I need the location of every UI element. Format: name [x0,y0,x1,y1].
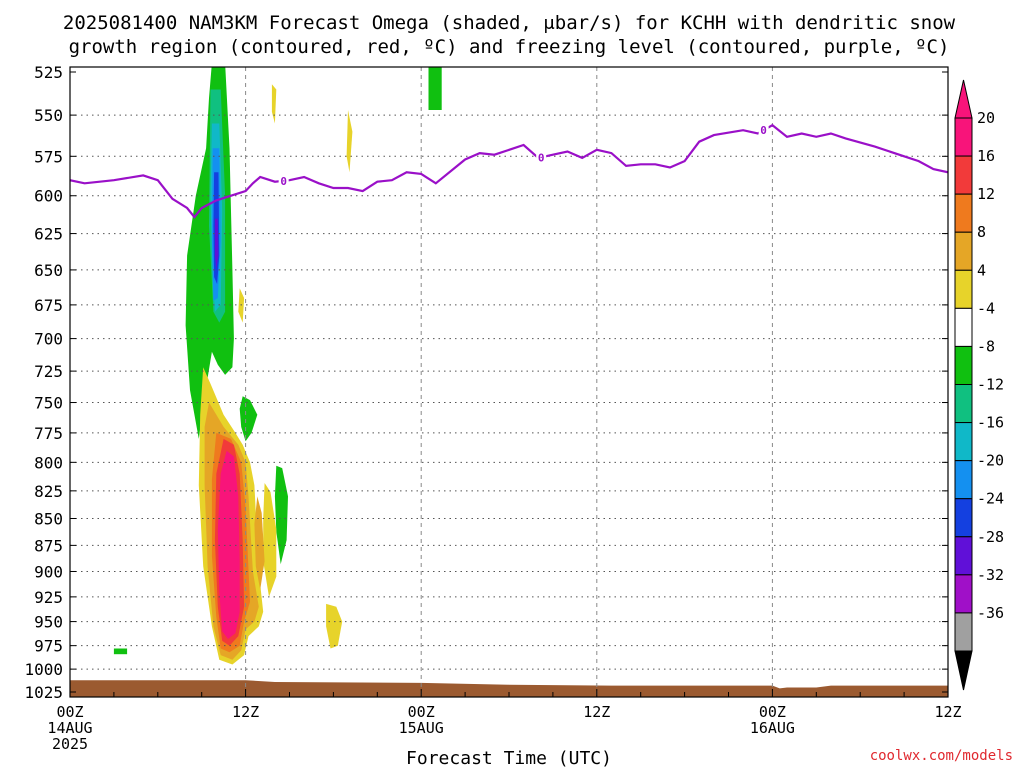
omega-region-4 [113,648,128,655]
omega-region-20 [217,450,240,639]
y-tick-label-875: 875 [34,536,63,555]
colorbar-swatch-10 [954,498,973,538]
colorbar-label-2: 12 [977,185,995,203]
x-tick-label-12-0: 12Z [232,703,259,721]
omega-region-9 [214,218,219,270]
colorbar-label-10: -24 [977,490,1004,508]
y-tick-label-925: 925 [34,588,63,607]
colorbar-swatch-3 [954,231,973,271]
colorbar-label-4: 4 [977,261,986,279]
colorbar-swatch-11 [954,536,973,576]
x-tick-label-24-0: 00Z [408,703,435,721]
freezing-label-bg [536,150,547,165]
colorbar-swatch-1 [954,155,973,195]
y-tick-label-775: 775 [34,424,63,443]
y-tick-label-725: 725 [34,362,63,381]
omega-region-13 [238,288,245,323]
omega-region-3 [274,465,288,565]
y-tick-label-575: 575 [34,147,63,166]
omega-region-17 [254,496,265,590]
colorbar-swatch-9 [954,460,973,500]
x-tick-label-48-0: 00Z [759,703,786,721]
y-tick-label-800: 800 [34,453,63,472]
y-tick-label-950: 950 [34,613,63,632]
colorbar-swatch-6 [954,345,973,385]
y-tick-label-750: 750 [34,394,63,413]
x-tick-label-60-0: 12Z [934,703,961,721]
x-tick-label-0-0: 00Z [56,703,83,721]
omega-region-15 [346,110,353,173]
x-tick-label-0-1: 14AUG [47,719,92,737]
colorbar-label-6: -8 [977,337,995,355]
colorbar: 20 16 12 8 4 -4 -8 -12 -16 -20 -24 -28 -32 -36 [954,79,1004,691]
credit-text: coolwx.com/models [870,748,1013,764]
omega-region-12 [326,603,343,649]
y-tick-label-1000: 1000 [24,660,63,679]
omega-region-1 [428,67,442,110]
colorbar-label-13: -36 [977,604,1004,622]
y-tick-label-1025: 1025 [24,683,63,702]
colorbar-swatch-13 [954,612,973,652]
x-tick-label-0-2: 2025 [52,735,88,753]
y-tick-label-825: 825 [34,482,63,501]
y-tick-label-675: 675 [34,296,63,315]
colorbar-label-5: -4 [977,299,995,317]
y-tick-label-975: 975 [34,637,63,656]
colorbar-label-9: -20 [977,452,1004,470]
y-axis: 525 550 575 600 625 650 675 700 725 750 775 800 825 8… [24,63,948,702]
plot-frame [69,66,949,698]
colorbar-swatch-0 [954,117,973,157]
y-tick-label-700: 700 [34,330,63,349]
colorbar-swatch-4 [954,269,973,309]
y-tick-label-900: 900 [34,562,63,581]
y-tick-label-625: 625 [34,225,63,244]
colorbar-label-7: -12 [977,376,1004,394]
colorbar-swatch-8 [954,422,973,462]
colorbar-label-12: -32 [977,566,1004,584]
freezing-level-layer: 0 0 0 [70,123,948,219]
colorbar-swatch-7 [954,384,973,424]
y-tick-label-525: 525 [34,63,63,82]
x-tick-label-24-1: 15AUG [399,719,444,737]
x-axis-label: Forecast Time (UTC) [406,748,612,768]
colorbar-label-1: 16 [977,147,995,165]
colorbar-swatch-5 [954,307,973,347]
colorbar-swatch-2 [954,193,973,233]
y-tick-label-850: 850 [34,510,63,529]
y-tick-label-550: 550 [34,106,63,125]
freezing-level-label-1: 0 [538,151,545,164]
colorbar-label-3: 8 [977,223,986,241]
y-tick-label-650: 650 [34,261,63,280]
colorbar-swatch-12 [954,574,973,614]
omega-region-2 [239,396,258,442]
chart-title: 2025081400 NAM3KM Forecast Omega (shaded… [63,12,956,34]
freezing-level-label-0: 0 [280,175,287,188]
freezing-label-bg [758,123,769,138]
grid [70,67,948,697]
colorbar-extend-max [954,79,973,119]
colorbar-extend-min [954,650,973,691]
chart-subtitle: growth region (contoured, red, ºC) and f… [69,36,950,58]
omega-region-11 [263,483,277,597]
x-tick-label-48-1: 16AUG [750,719,795,737]
colorbar-label-11: -28 [977,528,1004,546]
freezing-level-line [70,123,948,219]
colorbar-label-0: 20 [977,109,995,127]
freezing-level-label-2: 0 [760,124,767,137]
y-tick-label-600: 600 [34,187,63,206]
freezing-label-bg [278,173,289,188]
omega-shading [113,67,442,665]
colorbar-label-8: -16 [977,414,1004,432]
omega-region-14 [271,84,277,124]
x-tick-label-36-0: 12Z [583,703,610,721]
